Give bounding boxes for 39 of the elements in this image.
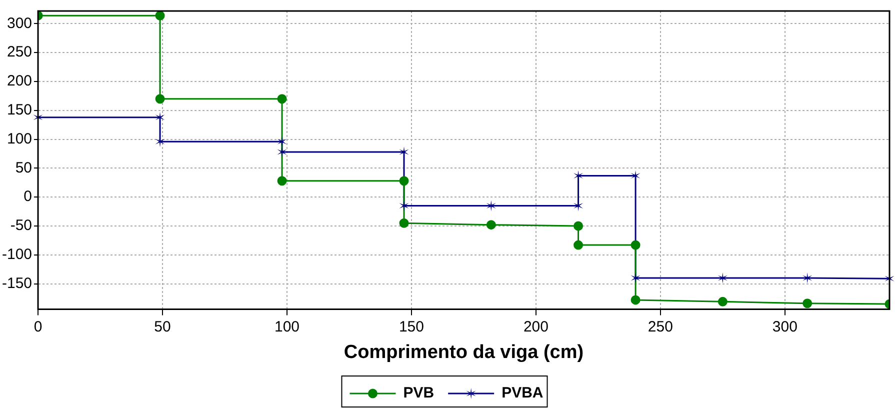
point (718, 272, 728, 284)
point (399, 176, 409, 186)
point (486, 220, 496, 230)
point (574, 221, 584, 231)
y-tick-label: 50 (15, 159, 32, 176)
point (630, 295, 640, 305)
point (155, 94, 165, 104)
point (277, 136, 287, 148)
x-tick-label: 200 (523, 318, 548, 336)
y-tick-label: 150 (6, 102, 32, 119)
point (630, 272, 640, 284)
point (718, 296, 728, 306)
legend-label: PVB (403, 384, 434, 402)
x-tick-label: 150 (398, 318, 424, 336)
point (277, 146, 287, 158)
point (802, 272, 812, 284)
legend-label: PVBA (502, 384, 544, 402)
x-axis-title: Comprimento da viga (cm) (344, 342, 584, 363)
y-tick-label: -50 (10, 217, 32, 234)
point (574, 240, 584, 250)
x-tick-label: 100 (274, 318, 300, 336)
y-tick-label: 100 (6, 130, 32, 148)
point (630, 240, 640, 250)
y-tick-label: -100 (2, 246, 32, 264)
point (399, 218, 409, 228)
y-tick-label: 200 (6, 72, 32, 90)
x-tick-label: 250 (648, 318, 673, 336)
y-tick-label: 0 (24, 188, 32, 206)
y-tick-label: -150 (2, 274, 32, 292)
y-tick-label: 250 (6, 44, 32, 61)
x-tick-label: 300 (772, 318, 798, 336)
point (486, 200, 496, 212)
point (277, 176, 287, 186)
point (802, 298, 812, 308)
point (399, 200, 409, 212)
x-tick-label: 50 (154, 318, 171, 336)
point (277, 94, 287, 104)
point (155, 11, 165, 20)
y-tick-label: 300 (6, 14, 32, 32)
